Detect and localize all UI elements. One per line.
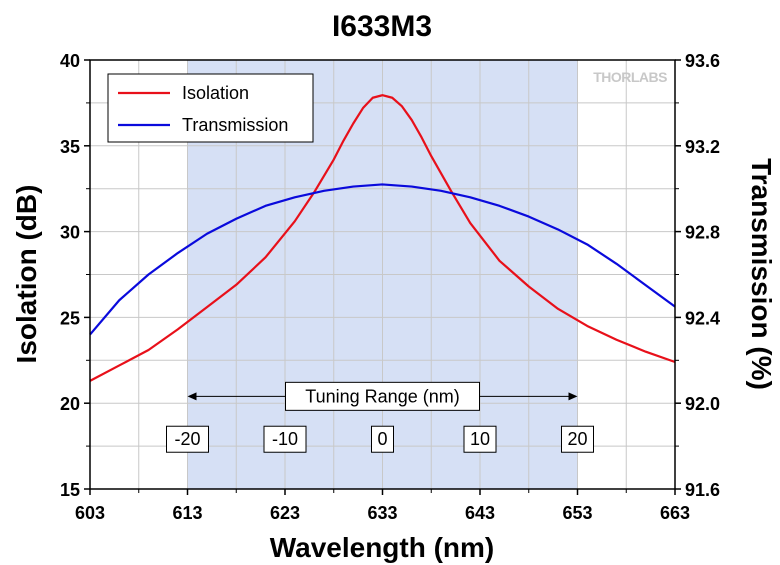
arrowhead-right bbox=[568, 392, 578, 401]
x-tick-label: 663 bbox=[660, 503, 690, 523]
right-y-tick-label: 92.8 bbox=[685, 223, 720, 243]
offset-box bbox=[263, 425, 307, 453]
right-y-axis-title: Transmission (%) bbox=[746, 158, 777, 390]
offset-label: 0 bbox=[377, 429, 387, 449]
series-line-isolation bbox=[89, 94, 676, 382]
legend: Isolation Transmission bbox=[107, 73, 314, 143]
right-y-tick-label: 92.0 bbox=[685, 394, 720, 414]
right-y-tick-label: 93.6 bbox=[685, 51, 720, 71]
left-y-tick-label: 40 bbox=[60, 51, 80, 71]
chart-title: I633M3 bbox=[332, 10, 432, 43]
left-y-axis-ticks: 15 20 25 30 35 40 bbox=[60, 51, 90, 500]
x-axis-title: Wavelength (nm) bbox=[270, 532, 495, 563]
x-tick-label: 623 bbox=[270, 503, 300, 523]
offset-label: 10 bbox=[470, 429, 490, 449]
offset-box bbox=[166, 425, 209, 453]
left-y-tick-label: 15 bbox=[60, 480, 80, 500]
x-tick-label: 633 bbox=[367, 503, 397, 523]
legend-label-transmission: Transmission bbox=[182, 115, 288, 135]
left-y-tick-label: 20 bbox=[60, 394, 80, 414]
series-line-transmission bbox=[89, 183, 676, 336]
thorlabs-watermark: THORLABS bbox=[593, 69, 667, 85]
tuning-range-annotation: Tuning Range (nm) -20 -10 0 10 20 bbox=[166, 381, 594, 453]
tuning-range-label: Tuning Range (nm) bbox=[305, 386, 459, 406]
x-tick-label: 643 bbox=[465, 503, 495, 523]
right-y-tick-label: 92.4 bbox=[685, 308, 720, 328]
series-lines bbox=[89, 94, 676, 382]
tuning-range-label-box bbox=[285, 381, 480, 411]
x-axis-ticks: 603 613 623 633 643 653 663 bbox=[75, 489, 690, 523]
offset-label: 20 bbox=[567, 429, 587, 449]
x-tick-label: 653 bbox=[562, 503, 592, 523]
legend-label-isolation: Isolation bbox=[182, 83, 249, 103]
left-y-tick-label: 35 bbox=[60, 137, 80, 157]
left-y-tick-label: 25 bbox=[60, 308, 80, 328]
right-y-axis-ticks: 91.6 92.0 92.4 92.8 93.2 93.6 bbox=[675, 51, 720, 500]
x-tick-label: 613 bbox=[172, 503, 202, 523]
arrowhead-left bbox=[187, 392, 197, 401]
offset-box bbox=[463, 425, 497, 453]
offset-label: -20 bbox=[174, 429, 200, 449]
x-tick-label: 603 bbox=[75, 503, 105, 523]
legend-box bbox=[107, 73, 314, 143]
left-y-axis-title: Isolation (dB) bbox=[11, 185, 42, 364]
offset-box bbox=[371, 425, 394, 453]
left-y-tick-label: 30 bbox=[60, 223, 80, 243]
offset-box bbox=[561, 425, 594, 453]
offset-label: -10 bbox=[272, 429, 298, 449]
right-y-tick-label: 93.2 bbox=[685, 137, 720, 157]
right-y-tick-label: 91.6 bbox=[685, 480, 720, 500]
watermark-text: THORLABS bbox=[593, 69, 667, 85]
